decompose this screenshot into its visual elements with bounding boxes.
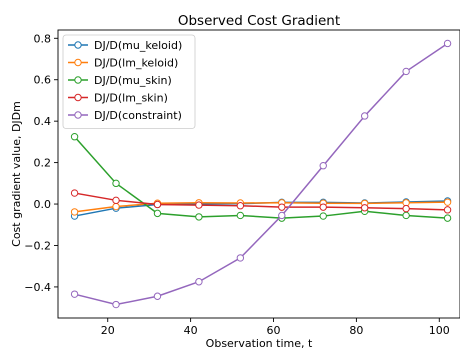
data-point (195, 278, 203, 286)
data-point (153, 292, 162, 300)
x-tick-label: 100 (429, 324, 450, 337)
series-3 (70, 189, 452, 214)
x-axis-label: Observation time, t (206, 337, 313, 349)
data-point (360, 112, 369, 120)
legend-marker (74, 93, 82, 102)
data-point (195, 213, 203, 221)
data-point (112, 179, 120, 188)
y-tick-label: −0.2 (24, 239, 51, 252)
y-tick-label: 0.6 (34, 74, 52, 87)
data-point (402, 67, 410, 76)
data-point (236, 202, 245, 210)
legend: DJ/D(mu_keloid) DJ/D(lm_keloid) DJ/D(mu_sk… (62, 34, 196, 129)
data-point (443, 206, 452, 214)
data-point (278, 211, 286, 220)
data-point (443, 198, 452, 206)
data-point (443, 39, 452, 48)
legend-label: DJ/D(mu_keloid) (94, 39, 182, 52)
data-point (236, 254, 245, 262)
data-point (278, 203, 286, 211)
data-point (319, 162, 327, 170)
y-tick-label: 0.8 (34, 32, 52, 45)
data-point (70, 133, 79, 141)
data-point (236, 211, 245, 220)
y-tick-label: 0.4 (34, 115, 52, 128)
series-line (74, 42, 448, 306)
legend-marker (74, 111, 82, 119)
legend-label: DJ/D(constraint) (94, 109, 182, 122)
plot-area (70, 39, 452, 309)
data-point (443, 214, 452, 222)
y-axis-label: Cost gradient value, DJDm (10, 101, 23, 247)
data-point (70, 290, 79, 298)
x-tick-label: 20 (101, 324, 115, 337)
chart-title: Observed Cost Gradient (178, 13, 340, 29)
legend-marker (74, 41, 82, 49)
data-point (153, 200, 162, 209)
data-point (70, 189, 79, 197)
plot-frame (57, 29, 460, 319)
data-point (112, 300, 120, 309)
data-point (319, 212, 327, 220)
series-line (74, 192, 448, 211)
data-point (70, 208, 79, 216)
y-tick-label: 0.2 (34, 157, 52, 170)
series-line (74, 136, 448, 219)
data-point (402, 204, 410, 213)
legend-marker (74, 58, 82, 67)
data-point (112, 202, 120, 211)
y-tick-label: −0.4 (24, 281, 51, 294)
data-point (153, 209, 162, 218)
x-tick-label: 60 (267, 324, 281, 337)
data-point (360, 204, 369, 212)
legend-label: DJ/D(lm_skin) (94, 92, 168, 105)
legend-label: DJ/D(lm_keloid) (94, 57, 178, 70)
legend-marker (74, 76, 82, 84)
series-line (74, 201, 448, 213)
y-tick-label: 0.0 (34, 198, 52, 211)
data-point (319, 203, 327, 211)
data-point (195, 201, 203, 209)
series-4 (70, 39, 452, 309)
data-point (402, 211, 410, 220)
data-point (112, 196, 120, 205)
x-tick-label: 80 (349, 324, 363, 337)
axis-ticks: 20 40 60 80 100 −0.4 −0.2 0.0 0.2 0.4 0.6 0.8 (24, 32, 449, 337)
legend-box (62, 34, 196, 129)
legend-label: DJ/D(mu_skin) (94, 74, 172, 87)
x-tick-label: 40 (184, 324, 198, 337)
